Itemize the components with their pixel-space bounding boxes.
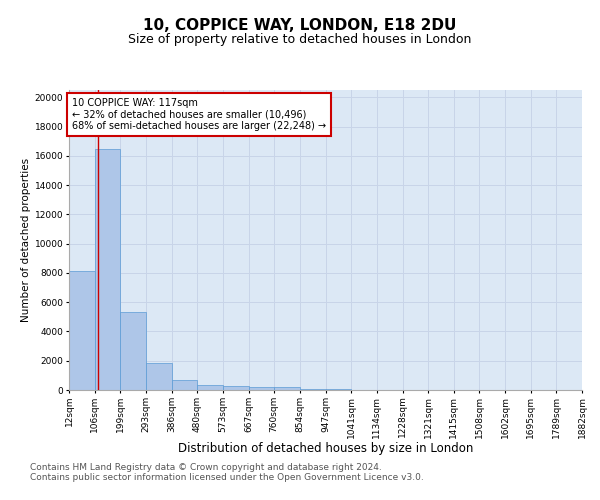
Bar bbox=[69, 272, 95, 390]
Bar bbox=[146, 363, 172, 390]
Bar bbox=[248, 387, 274, 390]
Bar bbox=[95, 148, 120, 390]
Text: 10 COPPICE WAY: 117sqm
← 32% of detached houses are smaller (10,496)
68% of semi: 10 COPPICE WAY: 117sqm ← 32% of detached… bbox=[72, 98, 326, 130]
Y-axis label: Number of detached properties: Number of detached properties bbox=[20, 158, 31, 322]
Bar bbox=[274, 387, 300, 390]
Bar bbox=[300, 388, 325, 390]
Bar bbox=[223, 386, 248, 390]
Bar bbox=[120, 312, 146, 390]
X-axis label: Distribution of detached houses by size in London: Distribution of detached houses by size … bbox=[178, 442, 473, 455]
Bar bbox=[172, 380, 197, 390]
Text: 10, COPPICE WAY, LONDON, E18 2DU: 10, COPPICE WAY, LONDON, E18 2DU bbox=[143, 18, 457, 32]
Text: Contains HM Land Registry data © Crown copyright and database right 2024.
Contai: Contains HM Land Registry data © Crown c… bbox=[30, 462, 424, 482]
Bar bbox=[197, 385, 223, 390]
Text: Size of property relative to detached houses in London: Size of property relative to detached ho… bbox=[128, 32, 472, 46]
